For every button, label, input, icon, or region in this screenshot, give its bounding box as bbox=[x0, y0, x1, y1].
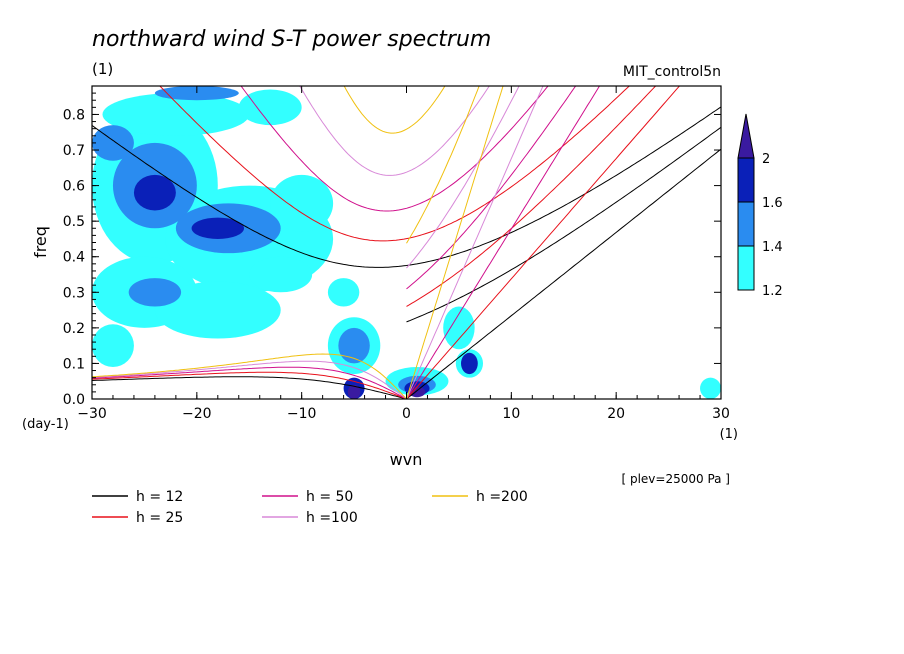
legend-label: h =200 bbox=[476, 489, 528, 505]
contour-region bbox=[238, 89, 302, 126]
x-tick-label: −30 bbox=[77, 406, 107, 422]
colorbar-label: 1.4 bbox=[762, 240, 783, 255]
mixed-rossby-gravity-curve-h50 bbox=[406, 86, 577, 290]
contour-region bbox=[128, 278, 182, 307]
contour-region bbox=[191, 217, 245, 239]
rossby-curve-h100 bbox=[92, 360, 407, 399]
kelvin-curve-h200 bbox=[406, 86, 504, 399]
y-tick-label: 0.5 bbox=[63, 214, 85, 230]
rossby-curve-h200 bbox=[92, 353, 407, 399]
chart-title: northward wind S-T power spectrum bbox=[92, 27, 491, 52]
y-tick-label: 0.7 bbox=[63, 143, 85, 159]
y-tick-label: 0.6 bbox=[63, 179, 85, 195]
y-tick-label: 0.2 bbox=[63, 321, 85, 337]
inertia-gravity-curve-h100 bbox=[299, 86, 490, 176]
curve-legend: h = 12 h = 25 h = 50 h =100 h =200 bbox=[92, 489, 528, 526]
colorbar-segment bbox=[737, 157, 755, 203]
inertia-gravity-curve-h50 bbox=[240, 86, 549, 212]
x-tick-label: 30 bbox=[712, 406, 730, 422]
contour-region bbox=[92, 324, 134, 367]
legend-label: h = 50 bbox=[306, 489, 353, 505]
colorbar-arrow bbox=[737, 113, 755, 159]
legend-label: h = 25 bbox=[136, 510, 183, 526]
contour-region bbox=[338, 327, 370, 364]
colorbar-segment bbox=[737, 201, 755, 247]
x-tick-label: −10 bbox=[287, 406, 317, 422]
inertia-gravity-curve-h12 bbox=[92, 106, 721, 268]
contour-region bbox=[270, 174, 334, 232]
y-tick-label: 0.8 bbox=[63, 107, 85, 123]
colorbar: 2 1.6 1.4 1.2 bbox=[737, 113, 783, 299]
contour-region bbox=[102, 93, 250, 136]
y-tick-label: 0.4 bbox=[63, 250, 85, 266]
mixed-rossby-gravity-curve-h25 bbox=[406, 86, 657, 307]
x-tick-label: 0 bbox=[402, 406, 411, 422]
kelvin-curve-h25 bbox=[406, 86, 681, 399]
y-tick-label: 0.3 bbox=[63, 285, 85, 301]
x-tick-label: 10 bbox=[502, 406, 520, 422]
contour-region bbox=[443, 306, 475, 350]
x-axis-units: (1) bbox=[720, 427, 738, 442]
kelvin-curve-h50 bbox=[406, 86, 601, 399]
contour-region bbox=[347, 384, 361, 399]
x-tick-label: −20 bbox=[182, 406, 212, 422]
contour-region bbox=[700, 377, 721, 399]
mixed-rossby-gravity-curve-h100 bbox=[406, 86, 520, 269]
colorbar-label: 2 bbox=[762, 152, 770, 167]
rossby-curve-h12 bbox=[92, 376, 407, 399]
colorbar-label: 1.6 bbox=[762, 196, 783, 211]
contour-region bbox=[461, 352, 478, 375]
y-tick-label: 0.0 bbox=[63, 392, 85, 408]
plot-area bbox=[91, 85, 722, 400]
inertia-gravity-curve-h200 bbox=[343, 86, 446, 134]
rossby-curve-h50 bbox=[92, 366, 407, 399]
kelvin-curve-h100 bbox=[406, 86, 544, 399]
y-tick-label: 0.1 bbox=[63, 356, 85, 372]
x-tick-label: 20 bbox=[607, 406, 625, 422]
y-axis-title: freq bbox=[31, 226, 50, 258]
kelvin-curve-h12 bbox=[406, 148, 721, 399]
contour-region bbox=[133, 174, 176, 211]
colorbar-label: 1.2 bbox=[762, 284, 783, 299]
mixed-rossby-gravity-curve-h12 bbox=[406, 126, 721, 323]
y-axis-units: (day-1) bbox=[22, 417, 69, 432]
contour-region bbox=[92, 125, 134, 161]
mixed-rossby-gravity-curve-h200 bbox=[406, 86, 480, 244]
contour-region bbox=[249, 256, 313, 293]
level-note: [ plev=25000 Pa ] bbox=[621, 472, 730, 486]
inertia-gravity-curve-h25 bbox=[159, 86, 631, 242]
run-label: MIT_control5n bbox=[623, 64, 721, 80]
contour-region bbox=[154, 281, 281, 339]
colorbar-segment bbox=[737, 245, 755, 291]
x-axis-title: wvn bbox=[390, 450, 423, 469]
contour-region bbox=[327, 278, 360, 307]
rossby-curve-h25 bbox=[92, 371, 407, 399]
legend-label: h = 12 bbox=[136, 489, 183, 505]
legend-label: h =100 bbox=[306, 510, 358, 526]
contour-region bbox=[154, 86, 239, 101]
units-label: (1) bbox=[92, 60, 113, 78]
